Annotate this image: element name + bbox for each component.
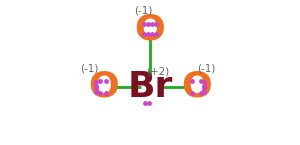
Text: (-1): (-1) (134, 6, 153, 16)
Point (202, 81, 206, 83)
Point (104, 91, 109, 94)
Point (190, 91, 195, 94)
Point (94, 85, 98, 87)
Point (142, 102, 147, 105)
Point (104, 80, 109, 82)
Point (202, 86, 206, 89)
Point (150, 33, 154, 36)
Point (146, 33, 150, 36)
Point (146, 23, 150, 26)
Point (202, 91, 206, 93)
Text: O: O (181, 70, 212, 104)
Point (154, 33, 159, 36)
Point (199, 80, 203, 82)
Point (190, 80, 195, 82)
Point (94, 86, 98, 89)
Text: (+2): (+2) (146, 67, 170, 77)
Point (94, 91, 98, 93)
Point (154, 23, 159, 26)
Point (147, 102, 152, 105)
Text: O: O (88, 70, 119, 104)
Point (150, 23, 154, 26)
Text: Br: Br (127, 70, 173, 104)
Point (141, 23, 146, 26)
Text: (-1): (-1) (197, 63, 216, 73)
Text: (-1): (-1) (80, 63, 99, 73)
Text: O: O (135, 12, 165, 46)
Point (202, 85, 206, 87)
Point (94, 81, 98, 83)
Point (199, 91, 203, 94)
Point (141, 33, 146, 36)
Point (98, 91, 103, 94)
Point (98, 80, 103, 82)
